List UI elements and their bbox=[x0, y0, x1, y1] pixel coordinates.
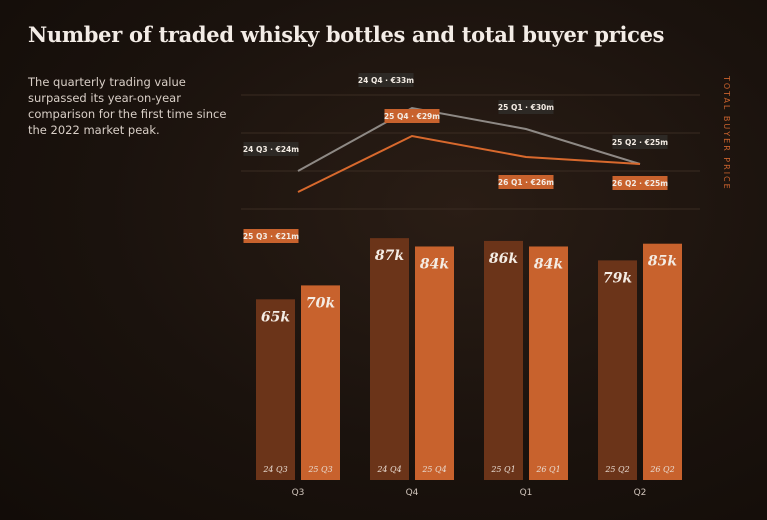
point-label: 26 Q1 · €26m bbox=[498, 178, 554, 187]
chart-title: Number of traded whisky bottles and tota… bbox=[28, 22, 665, 47]
point-label-box bbox=[243, 229, 299, 243]
bar-category-label: 25 Q2 bbox=[604, 465, 629, 474]
bar bbox=[643, 243, 682, 480]
x-tick-label: Q1 bbox=[520, 488, 533, 498]
x-tick-label: Q3 bbox=[292, 488, 305, 498]
point-label: 24 Q3 · €24m bbox=[243, 145, 299, 154]
bar-value-label: 65k bbox=[261, 309, 290, 325]
line-series bbox=[297, 106, 641, 193]
point-label: 25 Q4 · €29m bbox=[384, 112, 440, 121]
point-label: 25 Q2 · €25m bbox=[612, 138, 668, 147]
point-label-box bbox=[498, 100, 554, 114]
bar-category-label: 26 Q1 bbox=[535, 465, 560, 474]
point-label: 25 Q1 · €30m bbox=[498, 103, 554, 112]
bar bbox=[370, 238, 409, 480]
point-label: 24 Q4 · €33m bbox=[358, 76, 414, 85]
point-label-box bbox=[612, 135, 668, 149]
chart-subtitle: The quarterly trading value surpassed it… bbox=[28, 75, 227, 137]
x-axis-labels: Q3 Q4 Q1 Q2 bbox=[292, 488, 647, 498]
bar-value-label: 70k bbox=[306, 295, 335, 311]
bar bbox=[529, 246, 568, 480]
bar-value-label: 84k bbox=[420, 256, 449, 272]
bar-value-label: 86k bbox=[489, 251, 518, 267]
bar-value-label: 84k bbox=[534, 256, 563, 272]
bar bbox=[484, 240, 523, 480]
bar-value-label: 87k bbox=[375, 248, 404, 264]
line-point-labels: 24 Q3 · €24m 24 Q4 · €33m 25 Q1 · €30m 25 Q… bbox=[243, 73, 668, 243]
bar-category-label: 25 Q3 bbox=[307, 465, 332, 474]
current-year-price-line bbox=[297, 134, 641, 193]
bar-category-label: 25 Q1 bbox=[490, 465, 515, 474]
x-tick-label: Q2 bbox=[634, 488, 647, 498]
bar-series: 65k 24 Q3 70k 25 Q3 87k 24 Q4 84k 25 Q4 86k 25 Q1… bbox=[256, 238, 682, 480]
point-label-box bbox=[384, 109, 440, 123]
point-label: 25 Q3 · €21m bbox=[243, 232, 299, 241]
bar-value-label: 85k bbox=[648, 254, 677, 270]
point-label-box bbox=[358, 73, 414, 87]
bar-category-label: 24 Q3 bbox=[262, 465, 287, 474]
right-axis-label: TOTAL BUYER PRICE bbox=[722, 76, 731, 191]
bar bbox=[415, 246, 454, 480]
point-label-box bbox=[243, 142, 299, 156]
point-label: 26 Q2 · €25m bbox=[612, 179, 668, 188]
bar bbox=[256, 299, 295, 480]
bar bbox=[598, 260, 637, 480]
x-tick-label: Q4 bbox=[406, 488, 419, 498]
bar-category-label: 24 Q4 bbox=[376, 465, 401, 474]
bar-category-label: 25 Q4 bbox=[421, 465, 446, 474]
gridlines bbox=[241, 94, 700, 210]
bar-value-label: 79k bbox=[603, 270, 632, 286]
point-label-box bbox=[498, 175, 554, 189]
point-label-box bbox=[612, 176, 668, 190]
bar bbox=[301, 285, 340, 480]
bar-category-label: 26 Q2 bbox=[649, 465, 674, 474]
prior-year-price-line bbox=[297, 106, 641, 172]
